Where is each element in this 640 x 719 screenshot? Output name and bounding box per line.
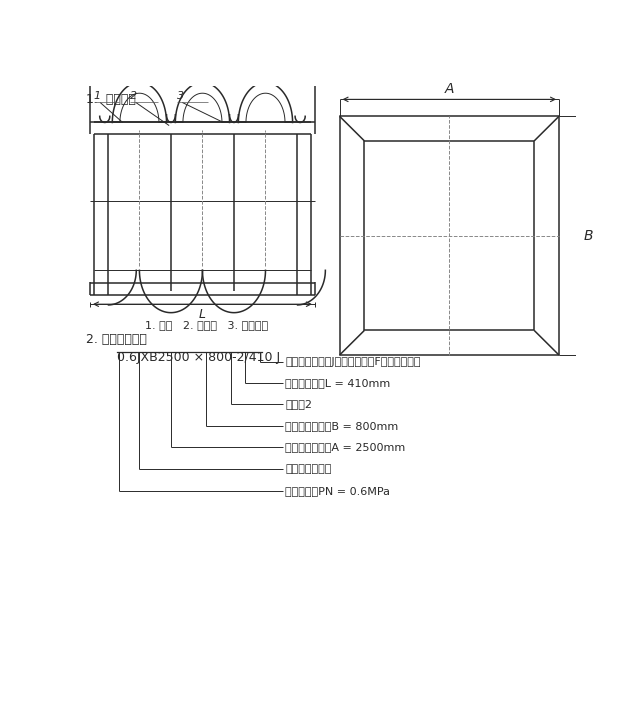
Bar [340,116,559,355]
Text: 矩形补偿器代号: 矩形补偿器代号 [285,464,332,474]
Text: A: A [445,81,454,96]
Text: 公称压力：PN = 0.6MPa: 公称压力：PN = 0.6MPa [285,485,390,495]
Text: L: L [199,308,206,321]
Text: 补偿器总长：L = 410mm: 补偿器总长：L = 410mm [285,377,390,388]
Text: 1.  结构简图: 1. 结构简图 [86,93,136,106]
Text: 补偿器连接式：J－焊接连杆（F－法兰连杆）: 补偿器连接式：J－焊接连杆（F－法兰连杆） [285,357,421,367]
Text: B: B [584,229,593,242]
Text: 2: 2 [131,91,138,101]
Text: 3: 3 [177,91,184,101]
Text: 0.6JXB2500 × 800-2/410 J: 0.6JXB2500 × 800-2/410 J [117,351,280,364]
Text: 端面短边尺寸：B = 800mm: 端面短边尺寸：B = 800mm [285,421,399,431]
Bar [364,141,534,330]
Text: 1. 接管   2. 波纹管   3. 导流套管: 1. 接管 2. 波纹管 3. 导流套管 [145,320,268,329]
Text: 波数：2: 波数：2 [285,398,312,408]
Text: 1: 1 [94,91,101,101]
Text: 端面长边尺寸：A = 2500mm: 端面长边尺寸：A = 2500mm [285,442,406,452]
Text: 2. 产品型号示例: 2. 产品型号示例 [86,334,147,347]
